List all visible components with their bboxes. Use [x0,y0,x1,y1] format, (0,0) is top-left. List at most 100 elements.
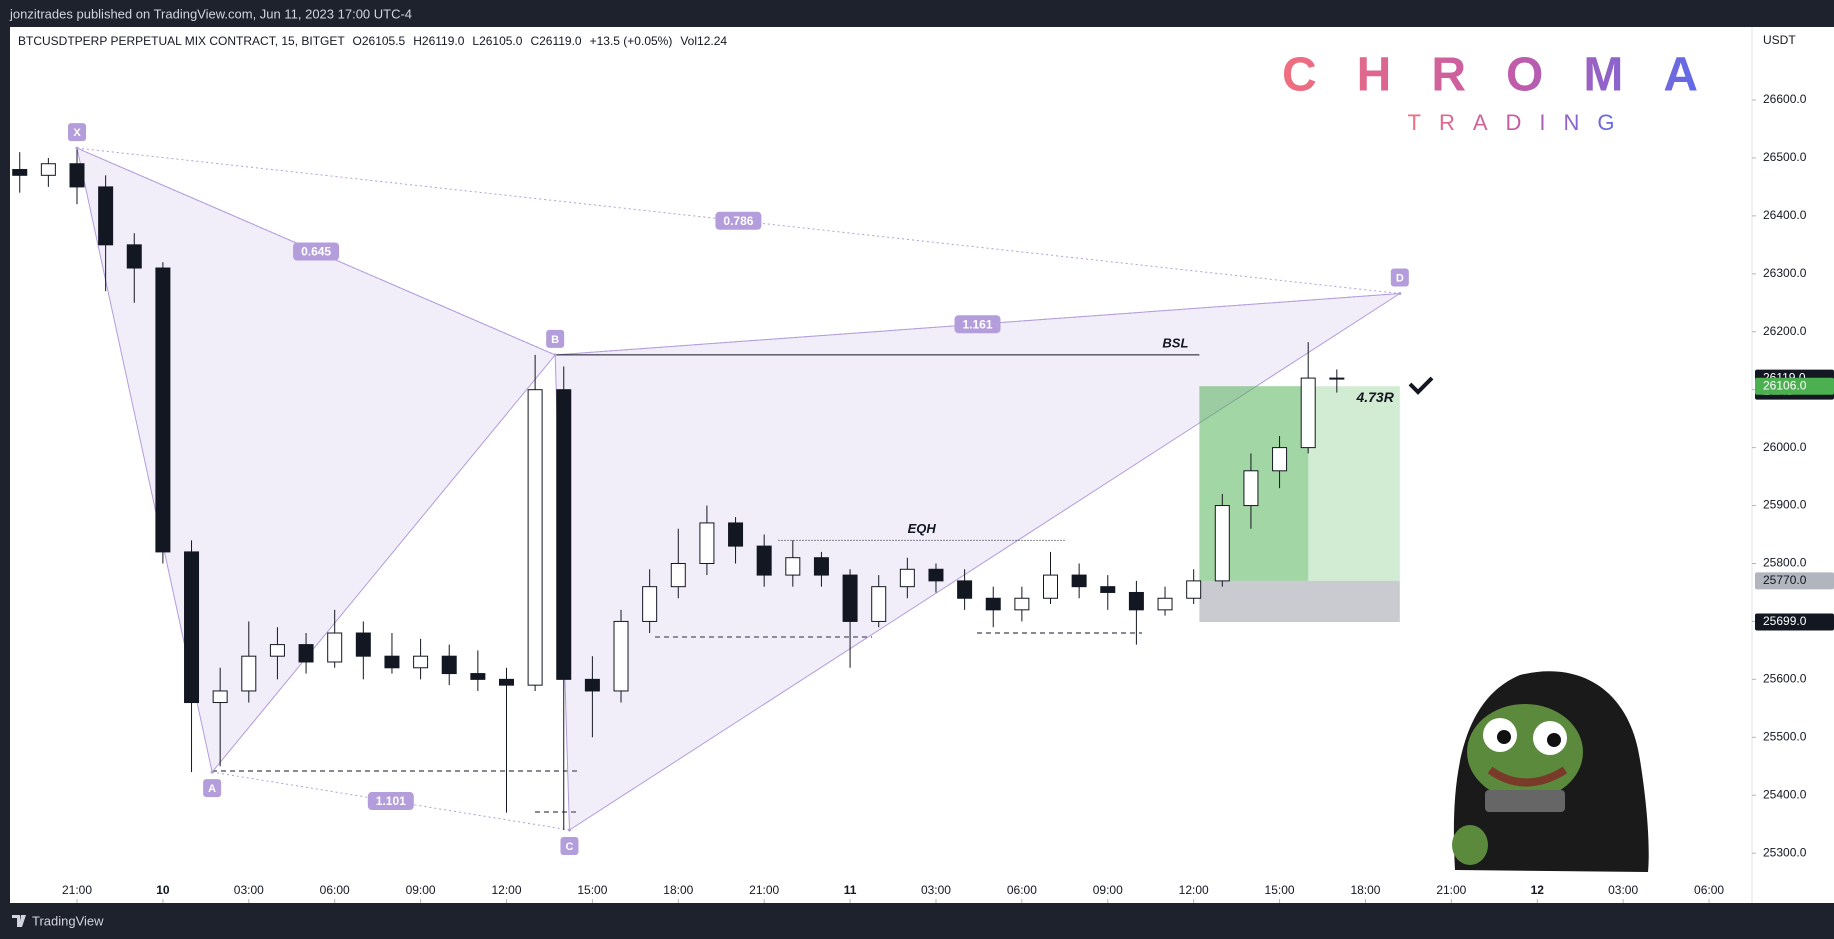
candle-body [985,597,1001,611]
x-tick-label: 21:00 [62,883,92,897]
pattern-point [75,146,79,150]
candle-body [241,655,257,692]
x-tick-label: 15:00 [1265,883,1295,897]
point-box [560,837,579,855]
candle-body [413,655,429,669]
price-tag [1755,377,1834,395]
point-label: A [208,783,216,795]
candle-body [928,568,944,582]
symbol: BTCUSDTPERP PERPETUAL MIX CONTRACT, 15, … [18,34,345,48]
candle-body [355,632,371,657]
symbol-legend: BTCUSDTPERP PERPETUAL MIX CONTRACT, 15, … [18,34,727,48]
mascot [1452,671,1649,872]
ratio-label: 1.161 [962,317,992,331]
currency: USDT [1763,33,1796,47]
candle-body [1300,377,1316,449]
point-label: D [1396,272,1404,284]
point-box [203,779,222,798]
candle-body [670,562,686,588]
logo-title: CHROMA [1282,49,1738,102]
point-box [1390,268,1409,287]
x-tick-label: 21:00 [1436,883,1466,897]
sweep-lines [212,632,1142,813]
candle-body [642,586,658,622]
candle-body [1329,377,1345,380]
point-label: C [566,841,574,853]
ratio-label: 0.786 [723,214,753,228]
publisher: jonzitrades published on TradingView.com… [9,6,412,21]
candle-body [498,678,514,686]
x-tick-label: 09:00 [406,883,436,897]
legend-value: H26119.0 [413,34,464,48]
candle-body [785,557,801,576]
candle-body [269,644,285,657]
candle-body [1243,470,1259,507]
x-tick-label: 11 [844,883,857,897]
candle-body [12,169,28,176]
point-label: X [73,127,81,139]
y-tick-label: 25500.0 [1763,729,1807,743]
ratio-box [293,242,340,261]
candle-body [1272,447,1288,472]
price-tag-label: 25770.0 [1763,573,1807,587]
price-tag [1755,613,1834,631]
candle-body [1100,586,1116,593]
x-tick-label: 10 [156,883,170,897]
position-label: 4.73R [1355,389,1394,405]
pattern-point [553,353,557,357]
price-tag [1755,572,1834,590]
pattern-point [210,770,214,774]
candle-body [728,522,744,547]
candle-body [327,632,343,663]
price-tag-label: 26106.0 [1763,378,1807,392]
logo-subtitle: TRADING [1408,110,1633,135]
candle-body [470,673,486,680]
ratio-label: 1.101 [376,794,406,808]
x-tick-label: 18:00 [663,883,693,897]
legend-value: L26105.0 [472,34,522,48]
legend-value: O26105.5 [353,34,406,48]
y-tick-label: 25600.0 [1763,672,1807,686]
candle-body [1014,597,1030,611]
brand-logo [12,915,26,927]
candle-body [298,644,314,663]
price-tag-label: 25699.0 [1763,614,1807,628]
candle-body [1186,580,1202,599]
ratio-box [367,792,414,811]
y-tick-label: 25800.0 [1763,556,1807,570]
candle-body [1214,505,1230,582]
ratio-box [715,211,762,230]
point-box [68,123,86,142]
x-tick-label: 21:00 [749,883,779,897]
x-tick-label: 06:00 [1694,883,1724,897]
y-tick-label: 26600.0 [1763,92,1807,106]
candle-body [1157,597,1173,611]
candle-body [813,557,829,576]
candle-body [584,678,600,692]
level-label: EQH [908,521,937,536]
candle-body [441,655,457,675]
y-tick-label: 25300.0 [1763,845,1807,859]
target-zone [1199,386,1400,581]
candle-body [1071,574,1087,588]
ratio-box [954,315,1001,334]
x-tick-label: 09:00 [1093,883,1123,897]
candle-body [98,186,114,246]
y-tick-label: 26000.0 [1763,440,1807,454]
x-tick-label: 06:00 [1007,883,1037,897]
candle-body [1128,591,1144,611]
y-tick-label: 26200.0 [1763,324,1807,338]
x-tick-label: 03:00 [921,883,951,897]
point-label: B [551,334,559,346]
x-tick-label: 06:00 [320,883,350,897]
candle-body [212,690,228,704]
candle-body [40,163,56,176]
x-tick-label: 12 [1531,883,1545,897]
candle-body [613,620,629,692]
brand: TradingView [32,913,104,928]
stop-zone [1199,580,1400,623]
candle-body [699,522,715,564]
candle-body [871,586,887,622]
